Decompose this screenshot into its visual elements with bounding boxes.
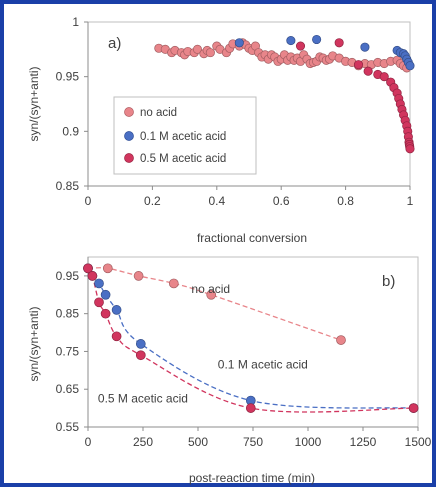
panel-a-point-0.5-m-acetic-acid	[353, 60, 364, 70]
panel-b-point-no-acid	[206, 289, 217, 300]
panel-a-y-axis-title: syn/(syn+anti)	[27, 66, 41, 141]
panel-b-point-0.5-m-acetic-acid	[135, 350, 146, 361]
legend-marker-0.5m-acetic-acid	[124, 153, 134, 163]
panel-a-point-0.5-m-acetic-acid	[363, 66, 373, 76]
panel-b-point-0.5-m-acetic-acid	[111, 331, 122, 342]
panel-b-x-tick-label: 1500	[405, 435, 432, 449]
panel-b-point-0.5-m-acetic-acid	[408, 403, 419, 413]
panel-a-point-0.1-m-acetic-acid	[405, 61, 415, 71]
panel-a-point-0.1-m-acetic-acid	[360, 42, 370, 52]
panel-a-y-tick-label: 0.9	[62, 124, 79, 138]
panel-b-point-no-acid	[102, 263, 113, 274]
panel-b: 0 250 500 750 1000 1250 1500 0.55 0.65 0.75 0.85 0.…	[27, 256, 432, 485]
panel-b-line-0.1-m-acetic-acid	[87, 268, 414, 409]
panel-b-x-tick-label: 0	[85, 435, 92, 449]
panel-a-point-no-acid	[205, 48, 215, 58]
panel-b-point-0.1-m-acetic-acid	[100, 289, 111, 300]
panel-a-x-tick-label: 0	[85, 194, 92, 208]
legend-label-0.5m-acetic-acid: 0.5 M acetic acid	[140, 153, 226, 165]
panel-a-x-tick-label: 1	[407, 194, 414, 208]
panel-b-point-0.1-m-acetic-acid	[94, 278, 104, 289]
panel-b-x-tick-label: 1000	[295, 435, 322, 449]
panel-a-point-0.5-m-acetic-acid	[295, 41, 306, 51]
panel-b-y-tick-label: 0.65	[56, 382, 80, 396]
panel-b-point-0.1-m-acetic-acid	[111, 305, 122, 315]
panel-a-label: a)	[108, 35, 121, 52]
legend-label-0.1m-acetic-acid: 0.1 M acetic acid	[140, 131, 226, 143]
panel-a-point-0.5-m-acetic-acid	[334, 38, 344, 48]
panel-b-y-tick-label: 0.95	[56, 269, 80, 283]
panel-b-y-tick-label: 0.75	[56, 344, 80, 358]
panel-a-x-tick-label: 0.4	[208, 194, 225, 208]
panel-b-point-0.5-m-acetic-acid	[87, 271, 98, 281]
panel-b-x-tick-label: 250	[133, 435, 153, 449]
panel-b-point-0.5-m-acetic-acid	[245, 403, 256, 413]
panel-b-point-0.5-m-acetic-acid	[94, 297, 104, 308]
panel-b-x-tick-label: 500	[188, 435, 208, 449]
panel-a-point-0.1-m-acetic-acid	[234, 38, 244, 48]
panel-a-y-tick-label: 1	[72, 15, 79, 29]
panel-b-x-tick-label: 1250	[350, 435, 377, 449]
panel-a-x-tick-label: 0.2	[144, 194, 161, 208]
legend-marker-no-acid	[124, 107, 134, 117]
panel-b-point-0.1-m-acetic-acid	[135, 339, 146, 349]
legend-box	[113, 96, 257, 175]
panel-b-point-no-acid	[133, 271, 144, 281]
panel-b-point-0.5-m-acetic-acid	[83, 263, 93, 274]
panel-a-point-0.5-m-acetic-acid	[405, 144, 415, 154]
panel-b-label: b)	[382, 273, 395, 290]
panel-a-point-no-acid	[192, 44, 203, 54]
panel-a-x-axis-title: fractional conversion	[197, 231, 307, 245]
legend-label-no-acid: no acid	[140, 107, 177, 119]
legend-marker-0.1m-acetic-acid	[124, 131, 134, 141]
panel-b-y-tick-label: 0.85	[56, 307, 80, 321]
panel-b-y-axis-title: syn/(syn+anti)	[27, 306, 41, 381]
panel-a-point-0.5-m-acetic-acid	[379, 72, 389, 82]
panel-a-y-tick-label: 0.95	[56, 70, 80, 84]
panel-a-point-0.1-m-acetic-acid	[312, 34, 322, 45]
panel-b-y-tick-label: 0.55	[56, 420, 80, 434]
panel-a-point-0.1-m-acetic-acid	[286, 36, 296, 46]
panel-b-series-label-0.1-m-acetic-acid: 0.1 M acetic acid	[218, 357, 308, 371]
panel-b-series-label-0.5-m-acetic-acid: 0.5 M acetic acid	[98, 391, 188, 405]
panel-b-point-0.5-m-acetic-acid	[100, 308, 111, 319]
panel-a-x-tick-label: 0.8	[337, 194, 354, 208]
panel-a-y-tick-label: 0.85	[56, 179, 80, 193]
panel-a-x-tick-label: 0.6	[273, 194, 290, 208]
panel-a: 0 0.2 0.4 0.6 0.8 1 0.85 0.9 0.95 1 a) fractional…	[27, 15, 415, 245]
panel-b-point-no-acid	[336, 335, 346, 345]
panel-b-x-tick-label: 750	[243, 435, 263, 449]
legend: no acid 0.1 M acetic acid 0.5 M acetic a…	[113, 96, 257, 175]
panel-b-point-no-acid	[168, 278, 179, 289]
panel-b-x-axis-title: post-reaction time (min)	[189, 471, 315, 485]
panel-b-series-label-no-acid: no acid	[191, 282, 230, 296]
